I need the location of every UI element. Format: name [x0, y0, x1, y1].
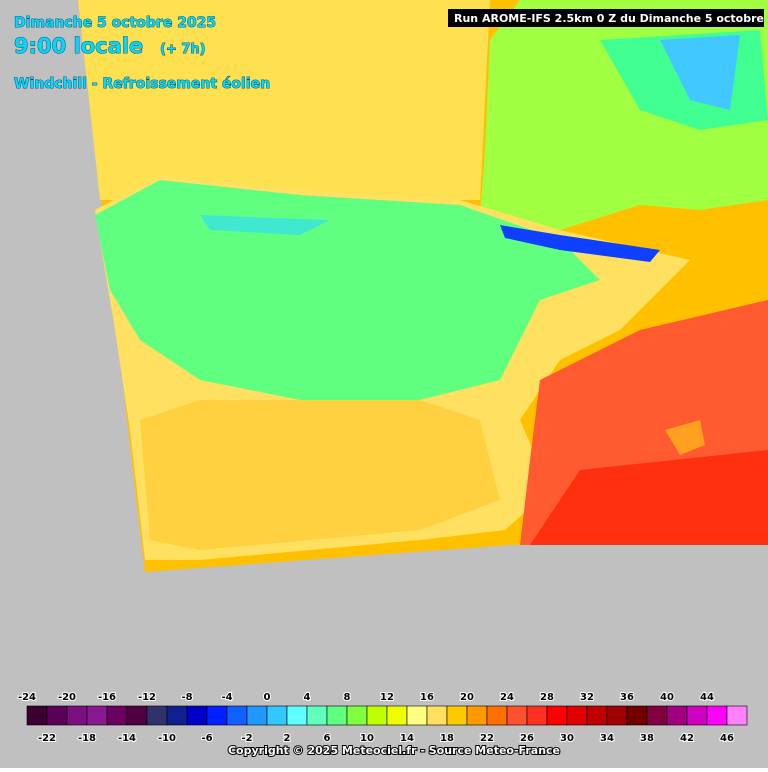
legend-label: 42: [680, 733, 694, 744]
land-alps-cold: [660, 35, 740, 110]
land-south: [140, 400, 500, 550]
legend-swatch: [346, 705, 368, 726]
legend-label: -2: [241, 733, 252, 744]
legend-swatch: [486, 705, 508, 726]
legend-swatch: [206, 705, 228, 726]
legend-label: 16: [420, 692, 434, 703]
legend-swatch: [646, 705, 668, 726]
legend-swatch: [46, 705, 68, 726]
legend-swatch: [726, 705, 748, 726]
legend-label: 30: [560, 733, 574, 744]
legend-swatch: [426, 705, 448, 726]
legend-swatch: [306, 705, 328, 726]
date: Dimanche 5 octobre 2025: [14, 15, 216, 31]
legend-label: -8: [181, 692, 192, 703]
legend-label: 44: [700, 692, 714, 703]
legend-label: 2: [284, 733, 291, 744]
legend-swatch: [366, 705, 388, 726]
legend-label: 6: [324, 733, 331, 744]
land-meseta: [95, 180, 600, 400]
legend-swatch: [606, 705, 628, 726]
time: 9:00 locale: [14, 34, 143, 58]
offset: (+ 7h): [160, 42, 206, 57]
island-mallorca: [665, 420, 705, 455]
legend-label: 38: [640, 733, 654, 744]
legend-swatch: [66, 705, 88, 726]
legend-label: -4: [221, 692, 232, 703]
legend-label: 20: [460, 692, 474, 703]
legend-swatch: [266, 705, 288, 726]
legend-swatch: [146, 705, 168, 726]
run-banner: [448, 9, 764, 27]
legend-swatch: [326, 705, 348, 726]
copyright: Copyright © 2025 Meteociel.fr - Source M…: [228, 744, 560, 757]
legend-swatch: [666, 705, 688, 726]
legend-label: 46: [720, 733, 734, 744]
legend-label: 0: [264, 692, 271, 703]
legend-label: -10: [158, 733, 176, 744]
legend-label: 14: [400, 733, 414, 744]
legend-label: 24: [500, 692, 514, 703]
legend-swatch: [186, 705, 208, 726]
legend-label: 40: [660, 692, 674, 703]
legend-label: 28: [540, 692, 554, 703]
legend-swatch: [166, 705, 188, 726]
legend-swatch: [446, 705, 468, 726]
legend-label: 4: [304, 692, 311, 703]
legend-label: -18: [78, 733, 96, 744]
legend-label: 34: [600, 733, 614, 744]
parameter: Windchill - Refroissement éolien: [14, 76, 270, 92]
legend-swatch: [686, 705, 708, 726]
legend-label: 32: [580, 692, 594, 703]
legend-label: 10: [360, 733, 374, 744]
sea-band: [78, 0, 490, 200]
legend-label: -6: [201, 733, 212, 744]
legend-label: -22: [38, 733, 56, 744]
legend-swatch: [546, 705, 568, 726]
legend: -24-22-20-18-16-14-12-10-8-6-4-202468101…: [17, 691, 748, 745]
legend-label: -24: [18, 692, 36, 703]
land-pyrenees: [500, 225, 660, 262]
legend-swatch: [86, 705, 108, 726]
legend-swatch: [26, 705, 48, 726]
sea-hot: [530, 450, 768, 545]
legend-swatch: [126, 705, 148, 726]
land-cantabria: [200, 215, 330, 235]
legend-swatch: [706, 705, 728, 726]
legend-swatch: [566, 705, 588, 726]
legend-swatch: [586, 705, 608, 726]
legend-label: 12: [380, 692, 394, 703]
legend-swatch: [226, 705, 248, 726]
legend-label: -14: [118, 733, 136, 744]
legend-swatch: [626, 705, 648, 726]
legend-swatch: [386, 705, 408, 726]
legend-label: -20: [58, 692, 76, 703]
legend-label: 26: [520, 733, 534, 744]
legend-swatch: [466, 705, 488, 726]
legend-swatch: [526, 705, 548, 726]
legend-label: 36: [620, 692, 634, 703]
legend-label: -16: [98, 692, 116, 703]
legend-swatch: [406, 705, 428, 726]
legend-label: 22: [480, 733, 494, 744]
legend-swatch: [106, 705, 128, 726]
legend-label: 8: [344, 692, 351, 703]
legend-label: -12: [138, 692, 156, 703]
legend-label: 18: [440, 733, 454, 744]
legend-swatch: [286, 705, 308, 726]
legend-swatch: [506, 705, 528, 726]
run-info: Run AROME-IFS 2.5km 0 Z du Dimanche 5 oc…: [454, 12, 768, 25]
legend-swatch: [246, 705, 268, 726]
